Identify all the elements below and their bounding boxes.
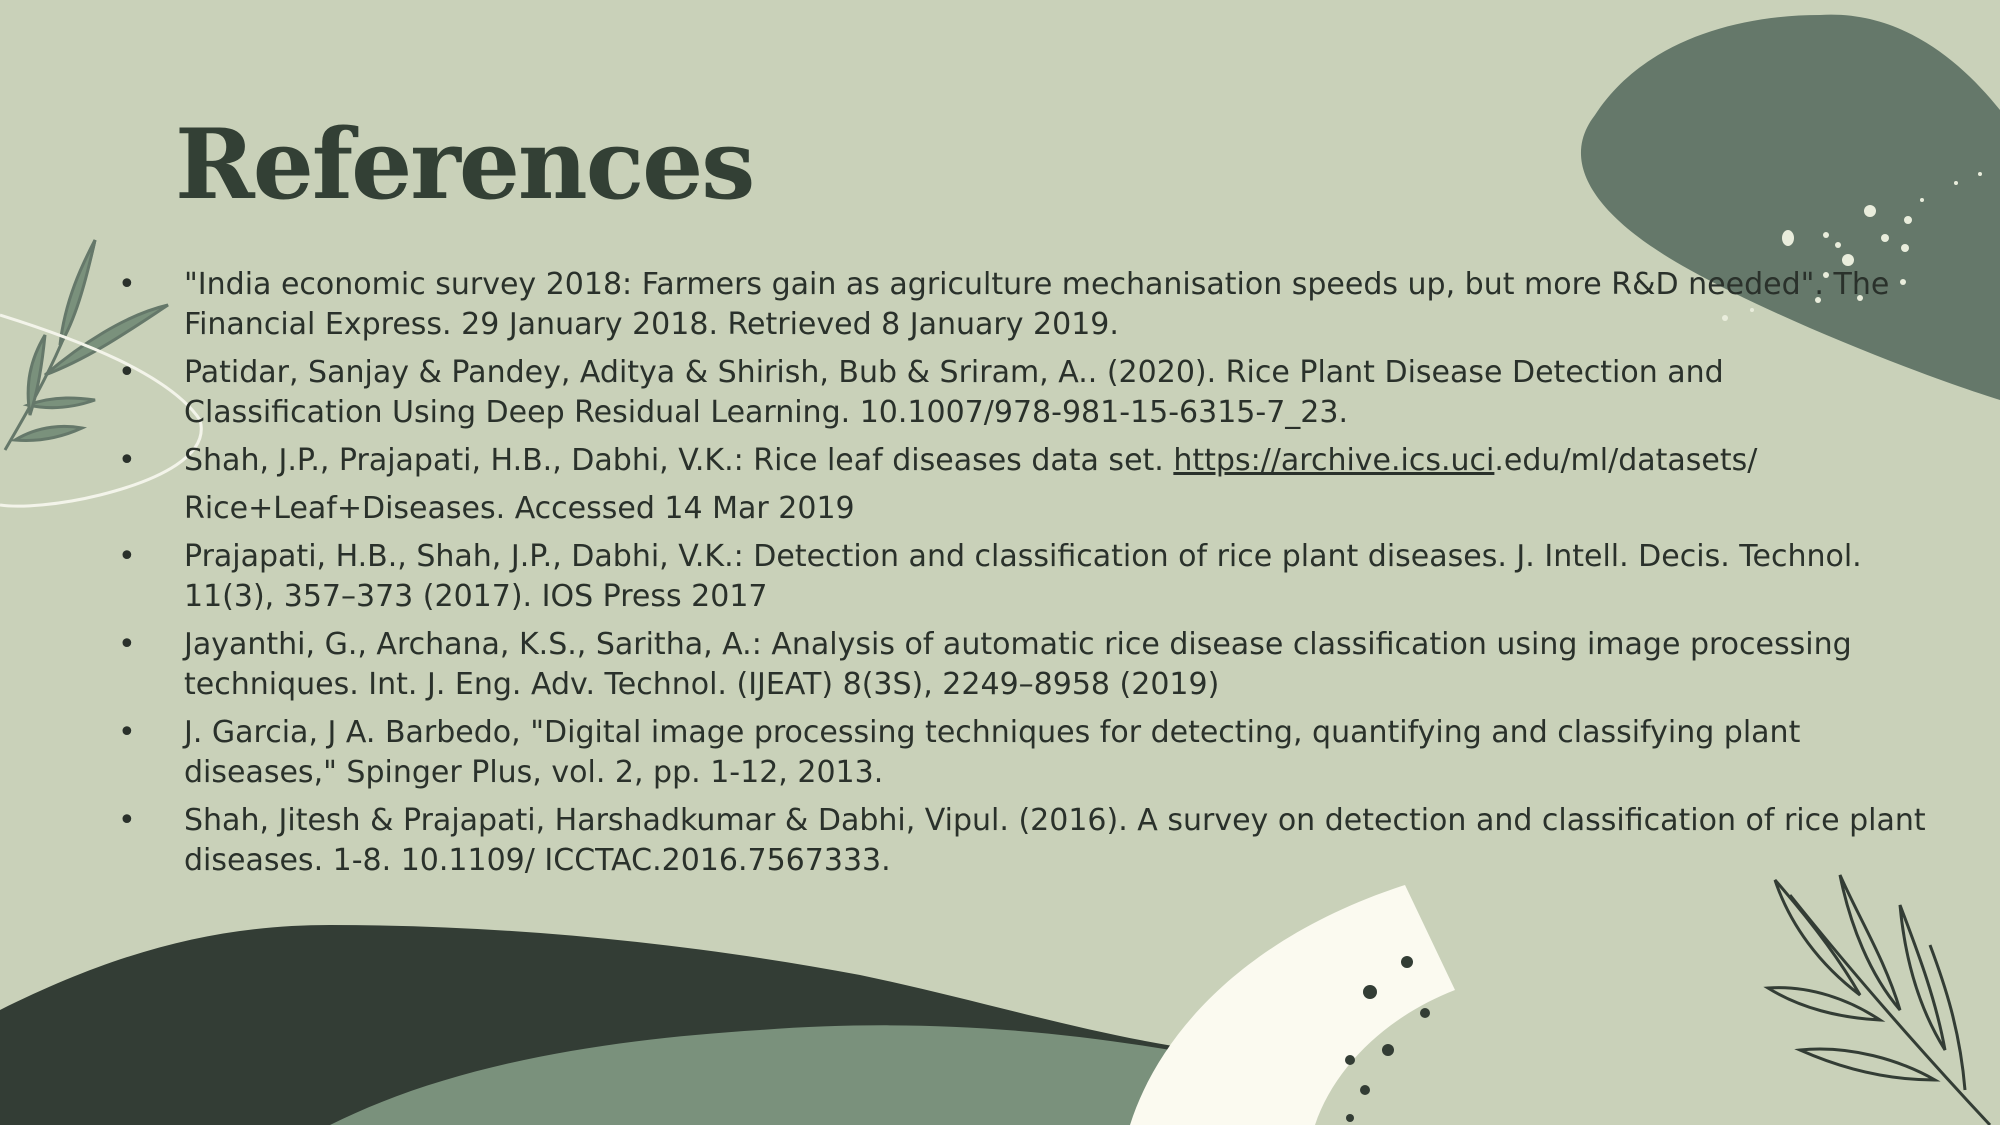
reference-text: "India economic survey 2018: Farmers gai… [184, 267, 1890, 342]
reference-text-tail: .edu/ml/datasets/ [1494, 443, 1758, 478]
reference-text: Patidar, Sanjay & Pandey, Aditya & Shiri… [184, 355, 1724, 430]
bullet: • [118, 267, 136, 302]
reference-text: Jayanthi, G., Archana, K.S., Saritha, A.… [184, 627, 1852, 702]
list-item: • Prajapati, H.B., Shah, J.P., Dabhi, V.… [110, 537, 1930, 617]
list-item: • Jayanthi, G., Archana, K.S., Saritha, … [110, 625, 1930, 705]
page-title: References [175, 108, 755, 221]
curve-line [0, 313, 203, 508]
list-item: • Shah, Jitesh & Prajapati, Harshadkumar… [110, 801, 1930, 881]
blob-shape [1580, 14, 2000, 400]
reference-text: Prajapati, H.B., Shah, J.P., Dabhi, V.K.… [184, 539, 1862, 614]
reference-text: J. Garcia, J A. Barbedo, "Digital image … [184, 715, 1801, 790]
reference-text: Shah, Jitesh & Prajapati, Harshadkumar &… [184, 803, 1926, 878]
reference-list: • "India economic survey 2018: Farmers g… [110, 265, 1930, 889]
list-item: • Shah, J.P., Prajapati, H.B., Dabhi, V.… [110, 441, 1930, 529]
bullet: • [118, 715, 136, 750]
bullet: • [118, 627, 136, 662]
list-item: • "India economic survey 2018: Farmers g… [110, 265, 1930, 345]
dataset-link[interactable]: https://archive.ics.uci [1173, 443, 1495, 478]
bullet: • [118, 539, 136, 574]
fern-icon [1763, 874, 1992, 1125]
dot-cluster-icon-bottom [1345, 956, 1430, 1122]
bullet: • [118, 803, 136, 838]
reference-text: Shah, J.P., Prajapati, H.B., Dabhi, V.K.… [184, 443, 1174, 478]
dot-cluster-icon [1722, 172, 1982, 321]
bullet: • [118, 355, 136, 390]
wave-shape-light [330, 1025, 1200, 1125]
list-item: • J. Garcia, J A. Barbedo, "Digital imag… [110, 713, 1930, 793]
bullet: • [118, 443, 136, 478]
arc-shape [1130, 885, 1455, 1125]
leaf-branch-icon [3, 239, 169, 451]
list-item: • Patidar, Sanjay & Pandey, Aditya & Shi… [110, 353, 1930, 433]
reference-continuation: Rice+Leaf+Diseases. Accessed 14 Mar 2019 [184, 491, 855, 526]
